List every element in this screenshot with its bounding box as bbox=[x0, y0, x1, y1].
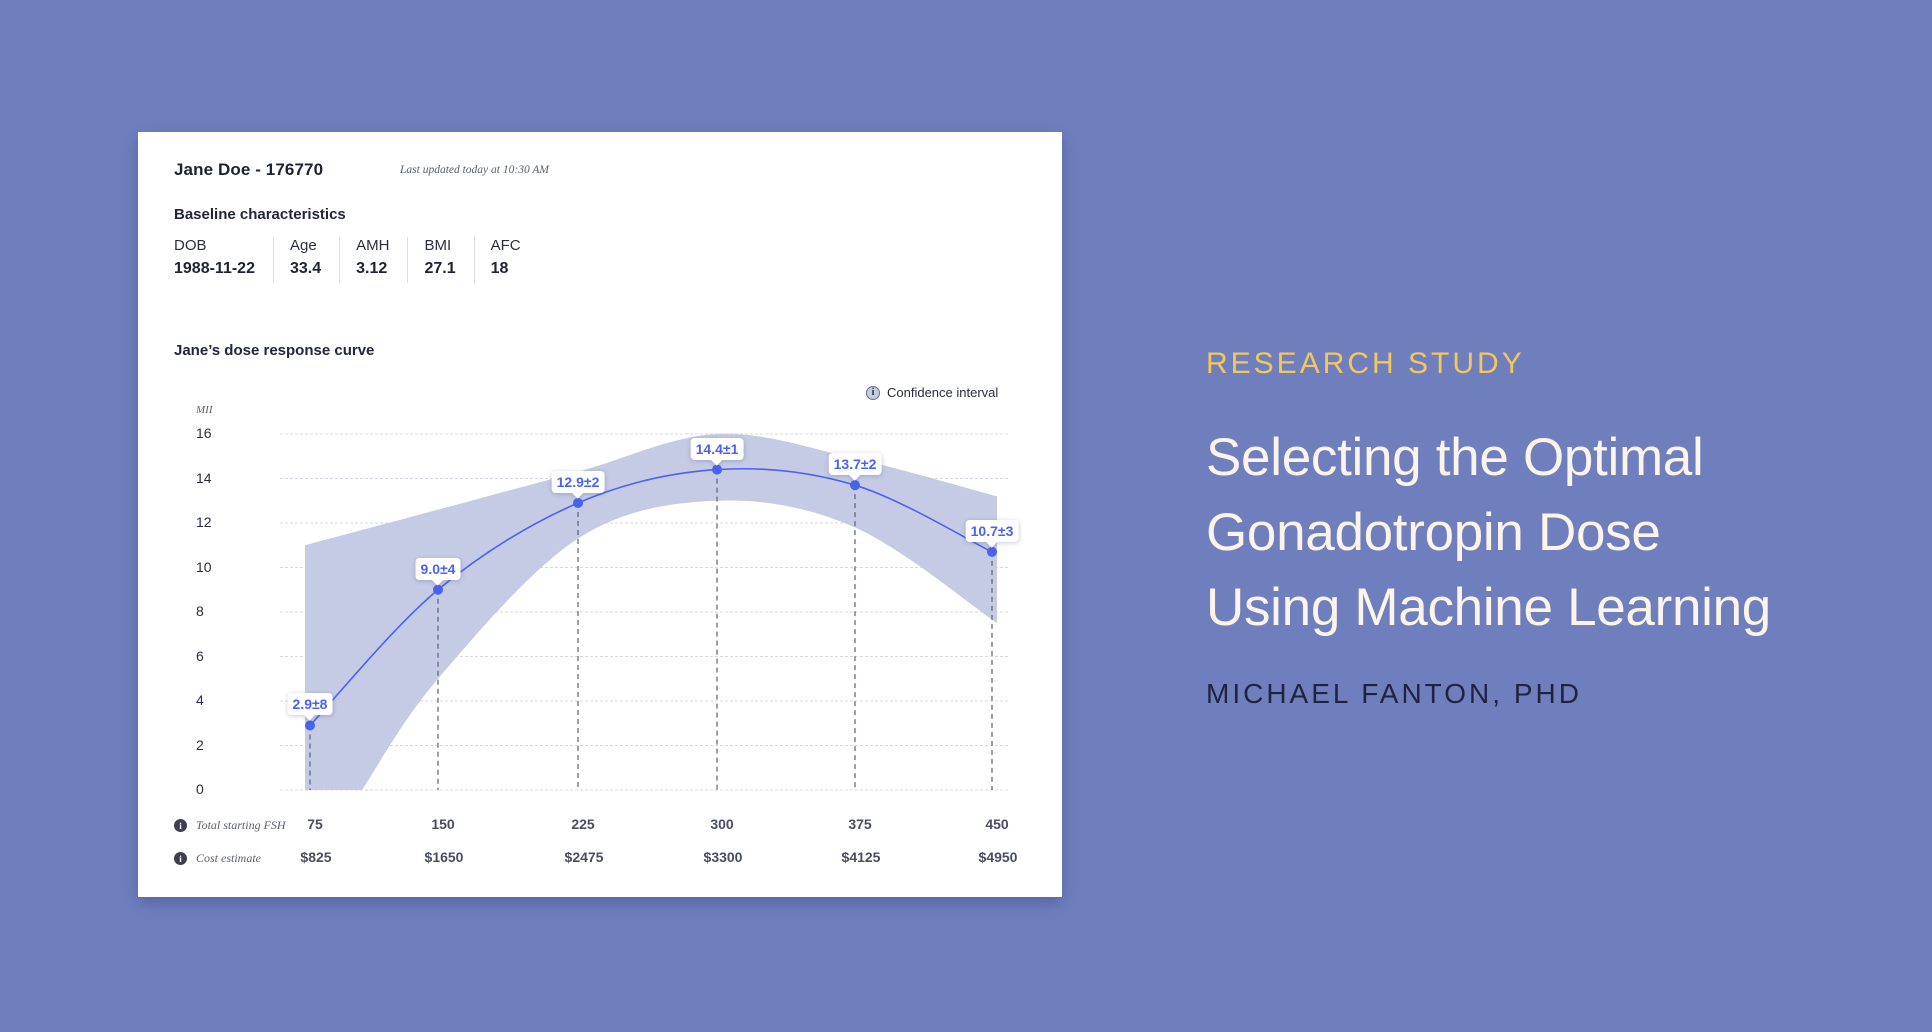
patient-name: Jane Doe - 176770 bbox=[174, 160, 324, 179]
cost-estimate-value: $1650 bbox=[424, 849, 464, 865]
y-tick-label: 8 bbox=[196, 603, 204, 619]
stat-value: 27.1 bbox=[424, 260, 456, 277]
y-tick-label: 4 bbox=[196, 692, 204, 708]
point-label: 12.9±2 bbox=[551, 470, 605, 493]
stat-label: AFC bbox=[490, 237, 521, 254]
point-label: 14.4±1 bbox=[690, 437, 744, 460]
stat-dob: DOB 1988-11-22 bbox=[174, 237, 273, 283]
fsh-dose-value: 375 bbox=[848, 816, 872, 832]
stat-age: Age 33.4 bbox=[272, 237, 339, 283]
author: MICHAEL FANTON, PHD bbox=[1206, 678, 1582, 709]
fsh-dose-value: 450 bbox=[985, 816, 1009, 832]
y-tick-label: 2 bbox=[196, 736, 204, 753]
kicker: RESEARCH STUDY bbox=[1206, 347, 1525, 380]
info-icon[interactable]: i bbox=[174, 819, 187, 832]
last-updated: Last updated today at 10:30 AM bbox=[400, 164, 549, 176]
point-label: 13.7±2 bbox=[828, 453, 882, 476]
stat-label: Age bbox=[289, 237, 317, 254]
cost-estimate-value: $4950 bbox=[978, 849, 1018, 865]
cost-row-label: i Cost estimate bbox=[174, 851, 261, 866]
baseline-title: Baseline characteristics bbox=[174, 206, 346, 223]
info-icon[interactable]: i bbox=[866, 385, 880, 400]
stat-value: 18 bbox=[490, 260, 509, 277]
cost-estimate-value: $825 bbox=[300, 849, 332, 865]
stat-afc: AFC 18 bbox=[473, 237, 539, 283]
y-tick-label: 10 bbox=[196, 558, 212, 575]
confidence-legend[interactable]: i Confidence interval bbox=[866, 385, 998, 400]
fsh-row-label: i Total starting FSH bbox=[174, 818, 286, 833]
cost-estimate-value: $2475 bbox=[564, 849, 604, 865]
fsh-dose-value: 300 bbox=[710, 816, 734, 832]
stat-amh: AMH 3.12 bbox=[339, 237, 407, 283]
fsh-dose-value: 75 bbox=[307, 816, 323, 832]
info-icon[interactable]: i bbox=[174, 852, 187, 865]
fsh-label-text: Total starting FSH bbox=[196, 818, 286, 832]
title-panel: RESEARCH STUDY Selecting the Optimal Gon… bbox=[1206, 346, 1771, 711]
cost-estimate-value: $4125 bbox=[841, 849, 881, 865]
headline-line: Selecting the Optimal bbox=[1206, 428, 1704, 487]
stat-value: 33.4 bbox=[289, 260, 322, 277]
dose-response-chart bbox=[280, 433, 1008, 791]
stat-label: DOB bbox=[174, 237, 207, 254]
y-tick-label: 12 bbox=[196, 514, 212, 530]
stat-label: AMH bbox=[356, 237, 390, 254]
y-tick-label: 0 bbox=[196, 781, 204, 797]
y-tick-label: 14 bbox=[196, 469, 212, 486]
legend-label: Confidence interval bbox=[887, 385, 999, 400]
fsh-dose-value: 225 bbox=[571, 816, 595, 832]
baseline-stats: DOB 1988-11-22 Age 33.4 AMH 3.12 BMI 27.… bbox=[174, 237, 539, 283]
cost-label-text: Cost estimate bbox=[196, 851, 261, 865]
stat-label: BMI bbox=[424, 237, 452, 254]
stat-value: 1988-11-22 bbox=[174, 260, 255, 277]
fsh-dose-value: 150 bbox=[431, 816, 455, 832]
point-label: 10.7±3 bbox=[965, 519, 1019, 542]
headline: Selecting the Optimal Gonadotropin Dose … bbox=[1206, 420, 1771, 645]
y-tick-label: 6 bbox=[196, 647, 204, 664]
point-label: 2.9±8 bbox=[287, 693, 333, 716]
y-axis-unit: MII bbox=[196, 404, 213, 416]
stat-bmi: BMI 27.1 bbox=[407, 237, 473, 283]
patient-card: Jane Doe - 176770 Last updated today at … bbox=[138, 132, 1062, 897]
y-tick-label: 16 bbox=[196, 425, 212, 441]
point-label: 9.0±4 bbox=[415, 557, 461, 580]
chart-title: Jane’s dose response curve bbox=[174, 342, 375, 359]
headline-line: Using Machine Learning bbox=[1206, 578, 1771, 637]
cost-estimate-value: $3300 bbox=[703, 849, 743, 865]
stat-value: 3.12 bbox=[356, 260, 388, 277]
headline-line: Gonadotropin Dose bbox=[1206, 503, 1661, 562]
